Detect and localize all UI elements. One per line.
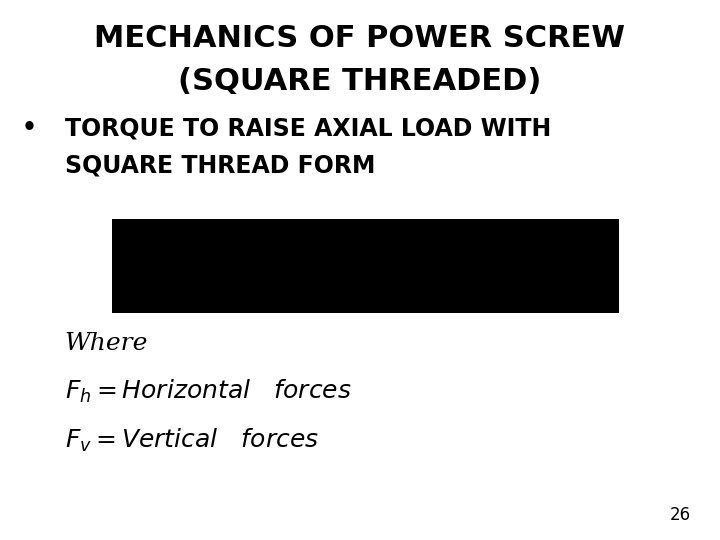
Text: TORQUE TO RAISE AXIAL LOAD WITH: TORQUE TO RAISE AXIAL LOAD WITH	[65, 116, 551, 140]
Text: $F_{v} = Vertical \quad forces$: $F_{v} = Vertical \quad forces$	[65, 427, 319, 454]
Bar	[112, 219, 619, 313]
Text: Where: Where	[65, 332, 148, 355]
Text: SQUARE THREAD FORM: SQUARE THREAD FORM	[65, 154, 375, 178]
Text: MECHANICS OF POWER SCREW: MECHANICS OF POWER SCREW	[94, 24, 626, 53]
Text: •: •	[22, 116, 37, 140]
Text: (SQUARE THREADED): (SQUARE THREADED)	[179, 68, 541, 97]
Text: $F_{h} = Horizontal \quad forces$: $F_{h} = Horizontal \quad forces$	[65, 378, 351, 405]
Text: 26: 26	[670, 506, 691, 524]
